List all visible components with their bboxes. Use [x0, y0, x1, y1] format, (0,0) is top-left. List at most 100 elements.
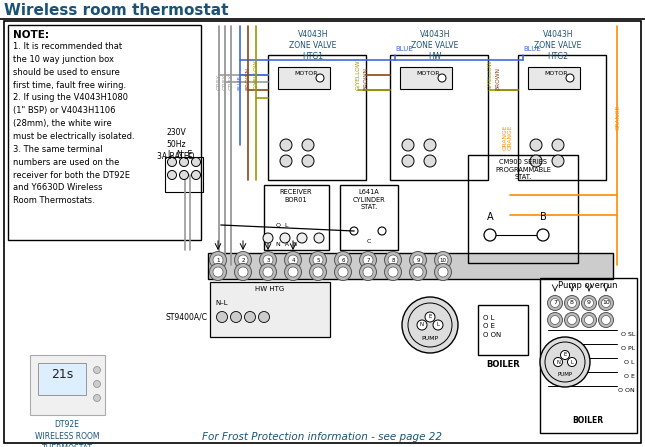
Text: BOILER: BOILER — [486, 360, 520, 369]
Circle shape — [564, 312, 579, 328]
Circle shape — [284, 252, 301, 269]
Text: 1: 1 — [216, 257, 220, 262]
Text: V4043H
ZONE VALVE
HW: V4043H ZONE VALVE HW — [412, 30, 459, 61]
Text: HW HTG: HW HTG — [255, 286, 284, 292]
Circle shape — [302, 139, 314, 151]
Text: GREY: GREY — [228, 74, 233, 90]
Text: 3: 3 — [266, 257, 270, 262]
Bar — [264, 185, 329, 250]
Text: DT92E
WIRELESS ROOM
THERMOSTAT: DT92E WIRELESS ROOM THERMOSTAT — [35, 420, 99, 447]
Circle shape — [310, 252, 326, 269]
Text: G/YELLOW: G/YELLOW — [488, 59, 493, 90]
Circle shape — [550, 299, 559, 308]
Text: 21s: 21s — [51, 368, 73, 381]
Text: CM900 SERIES
PROGRAMMABLE
STAT.: CM900 SERIES PROGRAMMABLE STAT. — [495, 159, 551, 180]
Circle shape — [599, 312, 613, 328]
Text: V4043H
ZONE VALVE
HTG1: V4043H ZONE VALVE HTG1 — [290, 30, 337, 61]
Circle shape — [192, 170, 201, 180]
Circle shape — [238, 255, 248, 265]
Text: N  A  B: N A B — [276, 242, 297, 247]
Text: MOTOR: MOTOR — [294, 71, 317, 76]
Circle shape — [584, 299, 593, 308]
Text: PUMP: PUMP — [421, 337, 439, 342]
Text: GREY: GREY — [217, 74, 221, 90]
Text: 8: 8 — [570, 300, 574, 305]
Text: L641A
CYLINDER
STAT.: L641A CYLINDER STAT. — [353, 189, 385, 210]
Text: NOTE:: NOTE: — [13, 30, 49, 40]
Text: BROWN: BROWN — [364, 67, 368, 90]
Circle shape — [359, 263, 377, 281]
Circle shape — [313, 267, 323, 277]
Circle shape — [179, 157, 188, 166]
Circle shape — [217, 312, 228, 322]
Circle shape — [378, 227, 386, 235]
Circle shape — [388, 255, 398, 265]
Circle shape — [238, 267, 248, 277]
Circle shape — [363, 255, 373, 265]
Circle shape — [424, 139, 436, 151]
Circle shape — [553, 358, 562, 367]
Circle shape — [530, 139, 542, 151]
Circle shape — [564, 295, 579, 311]
Text: ST9400A/C: ST9400A/C — [166, 313, 208, 322]
Circle shape — [310, 263, 326, 281]
Circle shape — [582, 295, 597, 311]
Text: G/YELLOW: G/YELLOW — [253, 59, 259, 90]
Circle shape — [402, 139, 414, 151]
Text: O L
O E
O ON: O L O E O ON — [483, 315, 501, 338]
Text: 5: 5 — [316, 257, 320, 262]
Bar — [468, 155, 578, 263]
Circle shape — [568, 358, 577, 367]
Circle shape — [213, 255, 223, 265]
Text: 230V
50Hz
3A RATED: 230V 50Hz 3A RATED — [157, 128, 195, 160]
Bar — [340, 185, 398, 250]
Text: L  N  E: L N E — [168, 150, 192, 159]
Circle shape — [230, 312, 241, 322]
Bar — [8, 25, 201, 240]
Circle shape — [168, 170, 177, 180]
Text: 1. It is recommended that
the 10 way junction box
should be used to ensure
first: 1. It is recommended that the 10 way jun… — [13, 42, 135, 205]
Circle shape — [280, 139, 292, 151]
Text: O E: O E — [624, 375, 635, 380]
Circle shape — [302, 155, 314, 167]
Circle shape — [235, 263, 252, 281]
Circle shape — [484, 229, 496, 241]
Circle shape — [280, 233, 290, 243]
Circle shape — [263, 267, 273, 277]
Text: O SL: O SL — [620, 333, 635, 337]
Bar — [38, 363, 86, 395]
Bar — [210, 282, 330, 337]
Text: G/YELLOW: G/YELLOW — [355, 59, 361, 90]
Text: C: C — [367, 239, 371, 244]
Circle shape — [210, 252, 226, 269]
Circle shape — [438, 74, 446, 82]
Text: O L: O L — [624, 360, 635, 366]
Circle shape — [602, 299, 611, 308]
Circle shape — [388, 267, 398, 277]
Text: O PL: O PL — [621, 346, 635, 351]
Circle shape — [335, 252, 352, 269]
Text: 2: 2 — [241, 257, 244, 262]
Text: Pump overrun: Pump overrun — [559, 281, 618, 290]
Circle shape — [568, 299, 577, 308]
Circle shape — [599, 295, 613, 311]
Bar — [278, 67, 330, 89]
Circle shape — [338, 255, 348, 265]
Text: 4: 4 — [292, 257, 295, 262]
Text: BLUE: BLUE — [395, 46, 413, 52]
Circle shape — [410, 252, 426, 269]
Circle shape — [602, 316, 611, 325]
Circle shape — [94, 380, 101, 388]
Circle shape — [168, 157, 177, 166]
Circle shape — [424, 155, 436, 167]
Text: O  L: O L — [276, 223, 288, 228]
Text: ORANGE: ORANGE — [615, 105, 620, 130]
Text: O ON: O ON — [619, 388, 635, 393]
Circle shape — [94, 367, 101, 374]
Bar — [165, 157, 203, 192]
Circle shape — [552, 139, 564, 151]
Circle shape — [548, 312, 562, 328]
Circle shape — [259, 252, 277, 269]
Text: For Frost Protection information - see page 22: For Frost Protection information - see p… — [202, 432, 442, 442]
Circle shape — [540, 337, 590, 387]
